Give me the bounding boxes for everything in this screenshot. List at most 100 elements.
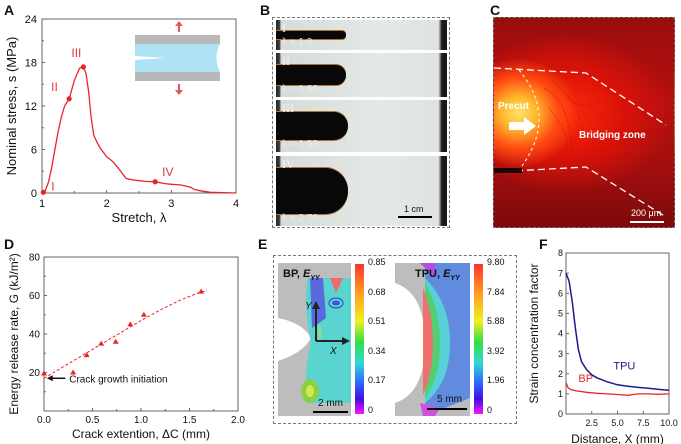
lambda-label: λ = 1.66 (282, 84, 318, 95)
x-tick-label: 2.5 (585, 418, 598, 428)
data-point (83, 352, 90, 358)
data-point (140, 311, 147, 317)
lambda-label: λ = 1.0 (282, 37, 313, 48)
chart-d: 0.0 0.5 1.0 1.5 2.0 20 40 60 80 Crack extention, … (7, 253, 245, 442)
x-tick-label: 0.5 (86, 415, 100, 426)
frame-numeral: III (282, 101, 294, 115)
specimen-photo-4: IV λ = 2.76 1 cm (276, 156, 447, 226)
lambda-label: λ = 1.93 (282, 139, 318, 150)
y-tick-label: 2 (558, 369, 563, 379)
y-tick-label: 12 (25, 101, 37, 113)
panel-letter-b: B (260, 2, 271, 18)
x-tick-label: 5.0 (611, 418, 624, 428)
colorbar-tick-label: 5.88 (487, 316, 505, 327)
arrow-down-icon (175, 84, 183, 95)
x-tick-label: 1.0 (134, 415, 148, 426)
dashed-outline-top (494, 67, 667, 126)
y-tick-label: 1 (558, 389, 563, 399)
x-axis-label: Distance, X (mm) (571, 432, 664, 444)
x-tick-label: 7.5 (637, 418, 650, 428)
bp-title-text: BP, (283, 268, 303, 280)
tpu-series-label: TPU (613, 361, 635, 373)
colorbar-bp (355, 264, 364, 414)
panel-letter-c: C (490, 2, 501, 18)
colorbar-tick-label: 0.51 (368, 316, 386, 327)
specimen-photo-3: III λ = 1.93 (276, 100, 447, 152)
x-tick-label: 1.5 (183, 415, 197, 426)
x-tick-label: 3 (168, 198, 174, 210)
colorbar-tick-label: 7.84 (487, 286, 505, 297)
scale-bar-label-c: 200 μm (631, 208, 662, 218)
colorbar-tick-label: 0.85 (368, 257, 386, 267)
arrow-right-icon (509, 117, 536, 135)
y-tick-label: 5 (558, 309, 563, 319)
bp-title-sub: YY (310, 275, 320, 283)
marker-label-ii: II (51, 80, 58, 94)
frame-numeral: IV (282, 157, 295, 171)
x-axis-label: X (330, 346, 337, 357)
x-tick-label: 1 (39, 198, 45, 210)
y-tick-label: 0 (558, 409, 563, 419)
y-tick-label: 4 (558, 329, 563, 339)
x-axis-label: Stretch, λ (112, 210, 167, 225)
data-point (41, 370, 47, 376)
stress-stretch-curve (41, 66, 237, 194)
y-tick-label: 0 (31, 188, 37, 200)
bridging-zone-label: Bridging zone (579, 130, 646, 141)
y-tick-label: 8 (558, 248, 563, 258)
y-axis-label: Y (305, 301, 312, 312)
scale-bar-b (398, 216, 432, 218)
bp-series-line (565, 382, 670, 396)
x-axis-label: Crack extention, ΔC (mm) (72, 427, 210, 441)
plot-frame (43, 256, 239, 412)
dashed-outline-bottom (494, 166, 667, 218)
y-tick-label: 20 (29, 368, 41, 379)
plot-frame (565, 252, 670, 415)
bp-title-var: E (302, 268, 311, 280)
scale-bar-label-b: 1 cm (404, 204, 424, 214)
dic-frame (273, 255, 517, 424)
y-tick-label: 40 (29, 330, 41, 341)
panel-letter-d: D (4, 236, 15, 252)
data-marker-iii (80, 64, 86, 70)
y-tick-label: 18 (25, 57, 37, 69)
x-tick-label: 4 (233, 198, 239, 210)
precut-label: Precut (498, 101, 530, 112)
y-tick-label: 3 (558, 349, 563, 359)
marker-label-i: I (51, 179, 54, 193)
marker-label-iv: IV (162, 165, 173, 179)
tpu-title-sub: YY (450, 275, 460, 283)
y-axis-label: Energy release rate, G (kJ/m²) (7, 253, 21, 414)
annotation-label: Crack growth initiation (69, 374, 167, 385)
panel-letter-a: A (4, 2, 15, 18)
data-point (98, 340, 105, 346)
y-tick-label: 24 (25, 14, 37, 26)
x-tick-label: 2 (104, 198, 110, 210)
bp-series-label: BP (578, 373, 593, 385)
panel-letter-f: F (539, 236, 548, 252)
data-point (198, 288, 205, 294)
data-point (70, 369, 77, 375)
colorbar-tick-label: 1.96 (487, 375, 505, 386)
crack-region (276, 111, 348, 141)
colorbar-tick-label: 0 (368, 405, 374, 415)
y-axis-label: Nominal stress, s (MPa) (4, 37, 19, 176)
crack-region (276, 31, 346, 39)
scale-bar-label-bp: 2 mm (318, 398, 343, 409)
colorbar-tick-label: 9.80 (487, 257, 505, 267)
frame-numeral: II (282, 54, 290, 68)
data-marker-iv (152, 179, 158, 185)
chart-f: 2.5 5.0 7.5 10.0 0 1 2 3 4 5 6 7 8 Distance, X (mm) St… (527, 248, 678, 444)
dic-map-tpu: TPU, EYY 5 mm (395, 263, 470, 416)
dic-map-bp: BP, EYY Y X 2 mm (278, 263, 351, 416)
photo-frame-b (272, 17, 450, 228)
panel-letter-e: E (258, 236, 268, 252)
arrow-left-icon (46, 375, 53, 382)
crack-region (276, 168, 348, 214)
colorbar-tpu (474, 264, 483, 414)
tpu-title-var: E (443, 268, 451, 280)
lambda-label: λ = 2.76 (282, 213, 318, 224)
colorbar-tick-label: 0.68 (368, 286, 386, 297)
colorbar-tick-label: 0.34 (368, 345, 386, 356)
